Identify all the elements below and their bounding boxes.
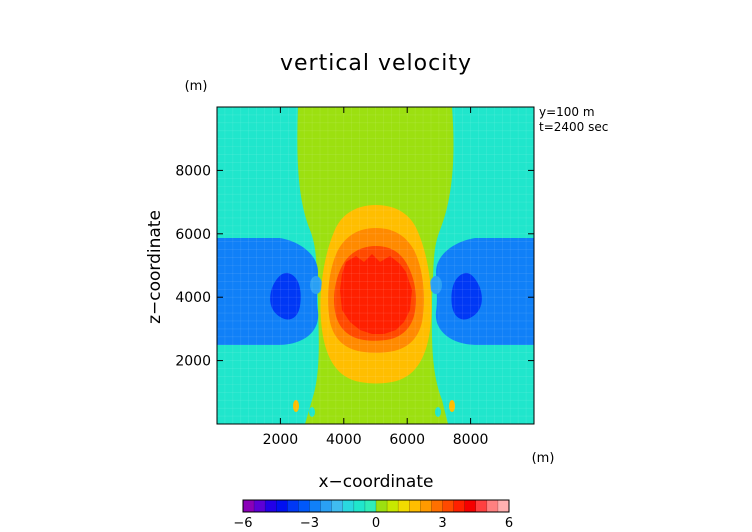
region-bottom-blob-1	[293, 400, 299, 412]
colorbar-swatch	[398, 500, 410, 512]
x-tick-label: 6000	[389, 432, 425, 448]
colorbar-tick-label: 3	[438, 516, 446, 531]
colorbar-swatch	[320, 500, 332, 512]
x-tick-label: 8000	[453, 432, 489, 448]
colorbar-swatch	[364, 500, 377, 512]
colorbar-swatch	[409, 500, 421, 512]
colorbar-swatch	[475, 500, 488, 512]
colorbar-swatch	[298, 500, 310, 512]
colorbar-swatch	[287, 500, 299, 512]
colorbar-swatch	[453, 500, 465, 512]
annotation-y: y=100 m	[539, 105, 595, 119]
colorbar-tick-label: 6	[505, 516, 513, 531]
y-tick-label: 4000	[175, 290, 211, 306]
grid-texture	[217, 107, 534, 424]
colorbar: −6 −3 0 3 6	[233, 499, 513, 531]
x-axis-label: x−coordinate	[319, 472, 434, 492]
colorbar-swatch	[353, 500, 366, 512]
region-downdraft-right-core	[451, 272, 482, 320]
region-bottom-blob-2	[309, 407, 315, 417]
colorbar-swatch	[331, 500, 344, 512]
colorbar-swatch	[254, 500, 266, 512]
y-tick-label: 2000	[175, 354, 211, 370]
region-downdraft-left	[217, 238, 319, 345]
region-downdraft-left-core	[270, 272, 301, 320]
colorbar-swatch	[265, 500, 277, 512]
region-bottom-blob-4	[449, 400, 455, 412]
colorbar-swatch	[309, 500, 321, 512]
x-unit-label: (m)	[532, 451, 555, 466]
x-tick-label: 2000	[263, 432, 299, 448]
region-small-left-blob	[310, 276, 322, 294]
colorbar-frame	[242, 499, 510, 513]
colorbar-swatch	[243, 500, 255, 512]
colorbar-swatch	[431, 500, 443, 512]
chart-title: vertical velocity	[280, 51, 472, 76]
colorbar-swatch	[342, 500, 355, 512]
contour-plot-area: 2000 4000 6000 8000 2000 4000 6000 8000	[175, 106, 535, 448]
y-unit-label: (m)	[185, 79, 208, 94]
x-tick-label: 4000	[326, 432, 362, 448]
colorbar-swatch	[387, 500, 399, 512]
colorbar-tick-label: 0	[372, 516, 380, 531]
colorbar-swatch	[442, 500, 454, 512]
colorbar-swatch	[464, 500, 477, 512]
region-bottom-blob-3	[435, 407, 441, 417]
y-axis-ticks: 2000 4000 6000 8000	[175, 163, 534, 370]
x-axis-ticks: 2000 4000 6000 8000	[263, 107, 489, 448]
colorbar-swatch	[497, 500, 510, 512]
y-tick-label: 6000	[175, 227, 211, 243]
plot-frame	[216, 106, 535, 425]
region-small-right-blob	[430, 276, 442, 294]
colorbar-tick-label: −6	[233, 516, 252, 531]
colorbar-tick-label: −3	[300, 516, 319, 531]
colorbar-swatch	[486, 500, 499, 512]
colorbar-swatch	[276, 500, 288, 512]
annotation-t: t=2400 sec	[539, 120, 608, 134]
y-axis-label: z−coordinate	[145, 210, 165, 324]
colorbar-swatch	[420, 500, 432, 512]
colorbar-swatch	[376, 500, 388, 512]
region-updraft-core	[340, 254, 412, 334]
y-tick-label: 8000	[175, 163, 211, 179]
